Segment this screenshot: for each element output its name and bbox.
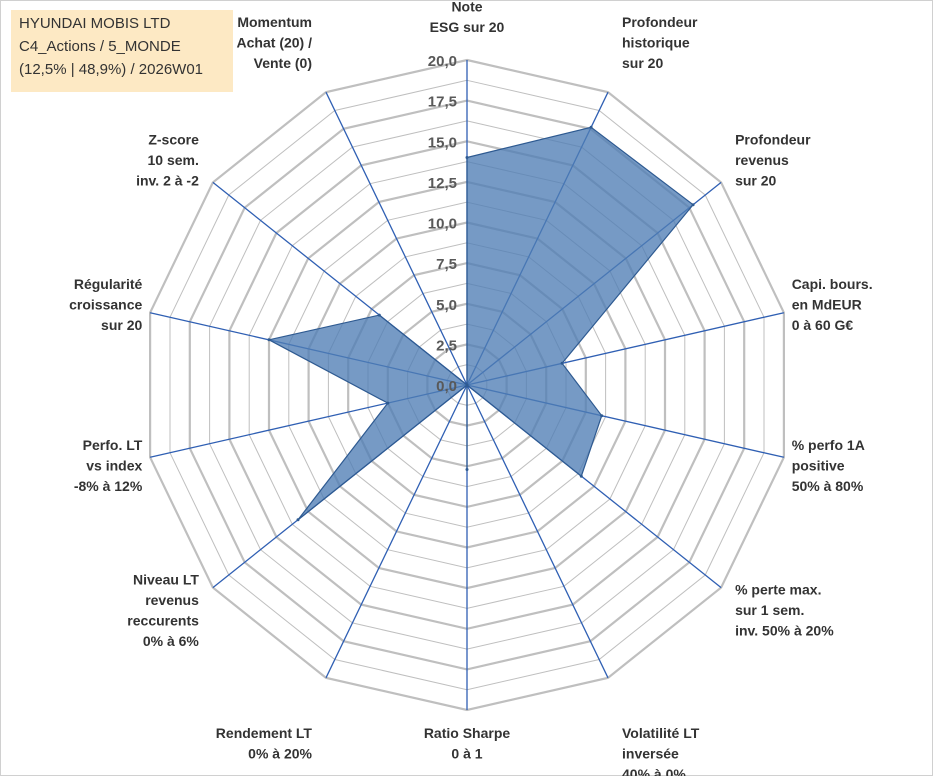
data-point [296, 518, 300, 522]
data-point [600, 414, 604, 418]
axis-label-line: 0 à 1 [451, 746, 482, 762]
axis-spoke [466, 384, 609, 679]
axis-label-2: Profondeur revenus sur 20 [735, 131, 811, 188]
axis-label-line: Perfo. LT [83, 437, 143, 453]
axis-label-line: % perfo 1A [792, 437, 865, 453]
axis-label-line: Z-score [148, 131, 199, 147]
data-point [465, 468, 469, 471]
axis-label-12: Z-score 10 sem. inv. 2 à -2 [136, 131, 199, 188]
axis-label-line: 0% à 6% [143, 633, 200, 649]
axis-label-line: reccurents [127, 612, 199, 628]
company-name: HYUNDAI MOBIS LTD [19, 15, 171, 32]
axis-label-6: Volatilité LT inversée 40% à 0% [622, 725, 700, 776]
axis-label-line: Note [451, 0, 482, 15]
axis-label-line: inv. 2 à -2 [136, 172, 199, 188]
axis-label-9: Niveau LT revenus reccurents 0% à 6% [127, 571, 199, 649]
data-point [691, 203, 695, 207]
tick-label: 7,5 [436, 256, 457, 273]
axis-label-line: Momentum [237, 14, 312, 30]
tick-label: 0,0 [436, 378, 457, 395]
axis-label-8: Rendement LT 0% à 20% [216, 725, 313, 762]
tick-label: 12,5 [428, 175, 457, 192]
axis-label-line: inv. 50% à 20% [735, 623, 834, 639]
axis-label-line: 0 à 60 G€ [792, 317, 854, 333]
axis-label-13: Momentum Achat (20) / Vente (0) [237, 14, 313, 71]
axis-label-line: % perte max. [735, 582, 821, 598]
axis-label-line: 50% à 80% [792, 478, 864, 494]
data-point [465, 383, 469, 387]
data-point [589, 125, 593, 129]
axis-label-line: sur 20 [622, 55, 663, 71]
axis-label-line: Profondeur [622, 14, 698, 30]
data-point [465, 156, 469, 159]
data-point [579, 474, 583, 478]
tick-label: 20,0 [428, 53, 457, 70]
axis-label-line: Profondeur [735, 131, 811, 147]
axis-label-4: % perfo 1A positive 50% à 80% [792, 437, 865, 494]
axis-spoke [325, 384, 468, 679]
axis-label-10: Perfo. LT vs index -8% à 12% [74, 437, 143, 494]
tick-label: 10,0 [428, 216, 457, 233]
header-info-box: HYUNDAI MOBIS LTD C4_Actions / 5_MONDE (… [11, 10, 233, 92]
axis-label-line: revenus [145, 592, 199, 608]
tick-label: 2,5 [436, 337, 457, 354]
data-point [377, 313, 381, 317]
radar-series [267, 125, 695, 522]
axis-label-line: Vente (0) [254, 55, 312, 71]
axis-label-line: Ratio Sharpe [424, 725, 511, 741]
tick-label: 17,5 [428, 94, 457, 111]
axis-label-3: Capi. bours. en MdEUR 0 à 60 G€ [792, 276, 873, 333]
axis-label-line: Achat (20) / [237, 34, 313, 50]
axis-label-line: vs index [86, 457, 142, 473]
axis-label-line: Rendement LT [216, 725, 313, 741]
tick-label: 15,0 [428, 134, 457, 151]
axis-label-line: ESG sur 20 [430, 19, 505, 35]
axis-label-line: positive [792, 457, 845, 473]
axis-label-5: % perte max. sur 1 sem. inv. 50% à 20% [735, 582, 834, 639]
axis-label-line: Capi. bours. [792, 276, 873, 292]
data-point [560, 361, 564, 365]
axis-spoke [325, 91, 468, 386]
axis-label-line: Régularité [74, 276, 143, 292]
axis-label-line: 40% à 0% [622, 766, 686, 776]
axis-label-11: Régularité croissance sur 20 [69, 276, 142, 333]
axis-label-line: en MdEUR [792, 297, 862, 313]
axis-label-1: Profondeur historique sur 20 [622, 14, 698, 71]
data-point [386, 401, 390, 405]
axis-label-line: historique [622, 34, 690, 50]
radial-tick-labels: 0,0 2,5 5,0 7,5 10,0 12,5 15,0 17,5 20,0 [428, 53, 457, 395]
axis-label-line: -8% à 12% [74, 478, 143, 494]
axis-labels: Note ESG sur 20 Profondeur historique sur 20… [69, 0, 872, 776]
axis-label-line: Volatilité LT [622, 725, 700, 741]
score-and-week: (12,5% | 48,9%) / 2026W01 [19, 61, 203, 78]
axis-label-7: Ratio Sharpe 0 à 1 [424, 725, 511, 762]
portfolio-category: C4_Actions / 5_MONDE [19, 38, 181, 55]
axis-label-line: sur 20 [101, 317, 142, 333]
axis-label-line: inversée [622, 746, 679, 762]
axis-label-line: 10 sem. [148, 152, 199, 168]
data-point [267, 338, 271, 342]
series-area [267, 126, 694, 521]
axis-label-line: croissance [69, 297, 142, 313]
axis-label-line: revenus [735, 152, 789, 168]
axis-label-line: Niveau LT [133, 571, 199, 587]
axis-label-line: sur 20 [735, 172, 776, 188]
axis-label-line: 0% à 20% [248, 746, 312, 762]
axis-label-line: sur 1 sem. [735, 602, 804, 618]
axis-label-0: Note ESG sur 20 [430, 0, 505, 35]
tick-label: 5,0 [436, 297, 457, 314]
